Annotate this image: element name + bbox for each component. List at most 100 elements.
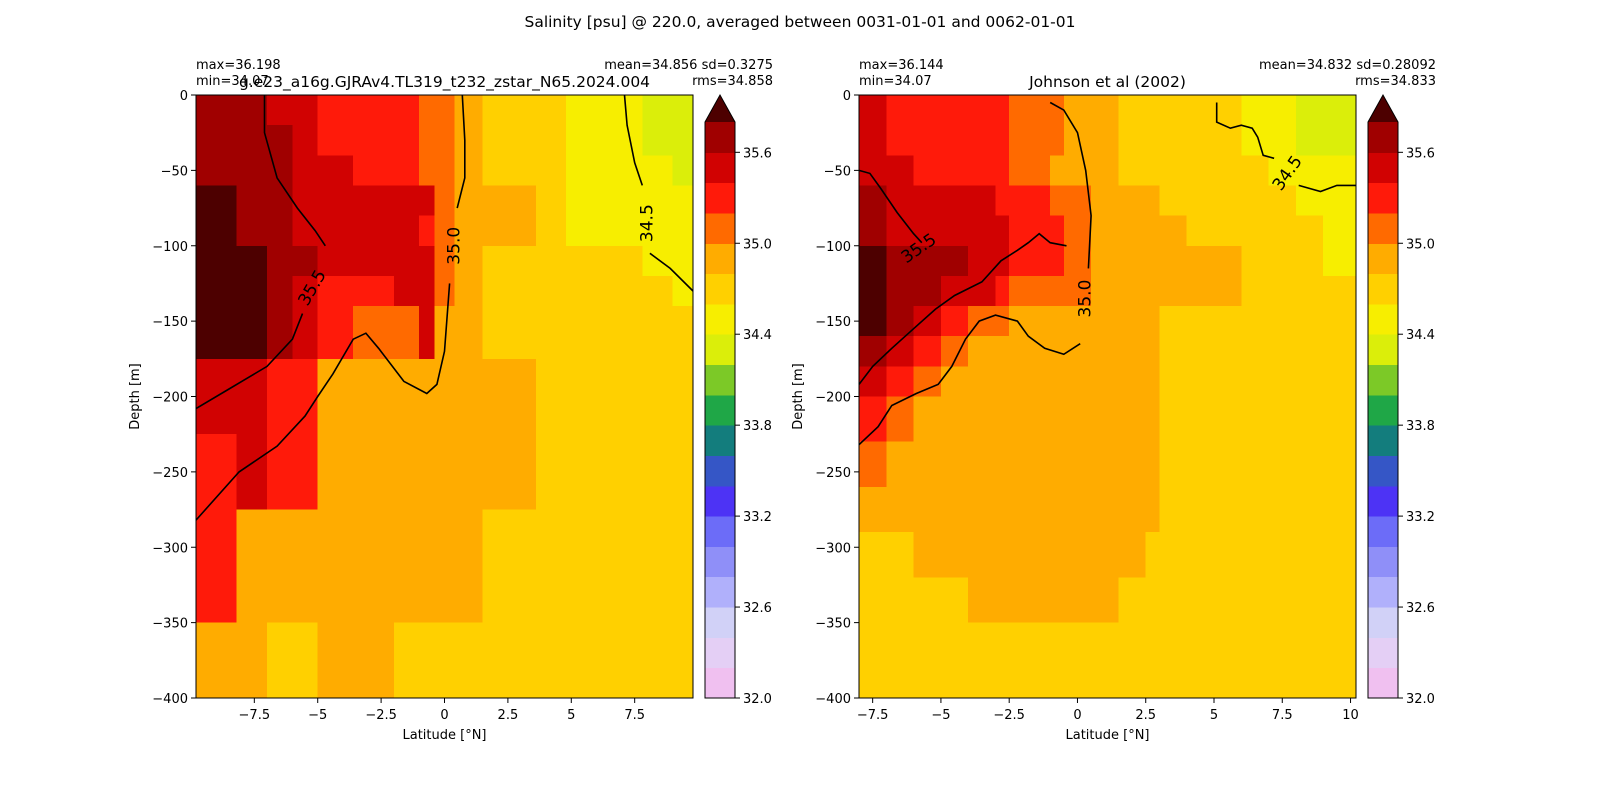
heatmap-cell <box>1295 486 1324 533</box>
heatmap-cell <box>913 306 942 337</box>
heatmap-cell <box>1295 306 1324 337</box>
heatmap-cell <box>968 366 997 398</box>
stat-min: min=34.07 <box>196 74 269 89</box>
heatmap-cell <box>642 95 674 126</box>
x-tick-label: 5 <box>567 708 575 723</box>
heatmap-cell <box>267 358 293 435</box>
heatmap-cell <box>913 532 942 578</box>
heatmap-cell <box>434 185 456 217</box>
heatmap-cell <box>995 245 1010 277</box>
heatmap-cell <box>317 215 354 247</box>
heatmap-cell <box>482 622 537 699</box>
heatmap-cell <box>1091 275 1120 307</box>
heatmap-cell <box>292 185 319 217</box>
heatmap-cell <box>1186 155 1215 187</box>
heatmap-cell <box>1214 532 1242 578</box>
heatmap-cell <box>1214 622 1242 699</box>
heatmap-cell <box>859 622 887 699</box>
heatmap-cell <box>940 185 969 217</box>
heatmap-cell <box>995 95 1010 126</box>
colorbar-segment <box>1368 243 1398 275</box>
heatmap-cell <box>196 185 238 217</box>
stat-mean-sd: mean=34.856 sd=0.3275 <box>604 58 773 73</box>
stat-rms: rms=34.833 <box>1355 74 1436 89</box>
heatmap-cell <box>1323 215 1357 247</box>
colorbar-tick-label: 33.2 <box>743 510 772 525</box>
heatmap-cell <box>940 306 969 337</box>
y-axis-label: Depth [m] <box>791 363 806 430</box>
heatmap-cell <box>1295 275 1324 307</box>
heatmap-cell <box>353 509 395 624</box>
contour-line <box>1298 184 1356 193</box>
heatmap-cell <box>267 185 293 217</box>
heatmap-cell <box>1118 532 1147 578</box>
heatmap-cell <box>267 306 293 360</box>
heatmap-cell <box>566 275 643 307</box>
colorbar-tick-label: 35.6 <box>1406 146 1435 161</box>
heatmap-cell <box>1159 275 1188 307</box>
heatmap-cell <box>1050 441 1065 488</box>
heatmap-cell <box>1118 275 1147 307</box>
heatmap-cell <box>1186 185 1215 217</box>
heatmap-cell <box>1241 155 1270 187</box>
colorbar-tick-label: 32.0 <box>743 692 772 707</box>
heatmap-cell <box>940 95 969 126</box>
contour-line <box>858 232 1067 385</box>
heatmap-cell <box>913 336 942 367</box>
heatmap-cell <box>419 155 435 187</box>
y-tick-label: −400 <box>152 692 188 707</box>
heatmap-cell <box>968 441 997 488</box>
stat-min: min=34.07 <box>859 74 932 89</box>
heatmap-cell <box>419 95 435 126</box>
heatmap-cell <box>1323 336 1357 367</box>
panel-title: Johnson et al (2002) <box>1028 73 1186 91</box>
heatmap-cell <box>267 125 293 156</box>
heatmap-cell <box>968 125 997 156</box>
heatmap-cell <box>1063 622 1092 699</box>
heatmap-cell <box>1009 306 1051 337</box>
heatmap-cell <box>859 532 887 578</box>
heatmap-cell <box>535 358 567 435</box>
heatmap-cell <box>913 245 942 277</box>
heatmap-cell <box>292 215 319 247</box>
heatmap-cell <box>1323 486 1357 533</box>
heatmap-cell <box>1159 215 1188 247</box>
heatmap-cell <box>859 486 887 533</box>
heatmap-cell <box>859 125 887 156</box>
heatmap-cell <box>1323 396 1357 443</box>
heatmap-cell <box>267 95 293 126</box>
heatmap-cell <box>1214 577 1242 624</box>
heatmap-cell <box>482 125 537 156</box>
colorbar-segment <box>705 212 735 244</box>
heatmap-cell <box>886 275 915 307</box>
heatmap-cell <box>1214 306 1242 337</box>
heatmap-cell <box>566 358 643 435</box>
heatmap-cell <box>1241 125 1270 156</box>
colorbar-tick-label: 35.0 <box>1406 237 1435 252</box>
heatmap-cell <box>454 95 484 126</box>
heatmap-cell <box>1009 532 1051 578</box>
heatmap-cell <box>393 245 420 277</box>
heatmap-cell <box>236 215 268 247</box>
heatmap-cell <box>1050 396 1065 443</box>
heatmap-cell <box>267 275 293 307</box>
heatmap-cell <box>1241 622 1270 699</box>
heatmap-cell <box>317 185 354 217</box>
heatmap-cell <box>1118 486 1147 533</box>
contour-line <box>456 94 466 209</box>
heatmap-cell <box>353 434 395 511</box>
heatmap-cell <box>353 185 395 217</box>
colorbar-segment <box>1368 546 1398 578</box>
colorbar-segment <box>705 182 735 214</box>
heatmap-cell <box>886 95 915 126</box>
heatmap-cell <box>886 125 915 156</box>
heatmap-cell <box>317 245 354 277</box>
heatmap-cell <box>434 275 456 307</box>
heatmap-cell <box>1159 622 1188 699</box>
heatmap-cell <box>353 155 395 187</box>
heatmap-cell <box>940 486 969 533</box>
heatmap-cell <box>913 125 942 156</box>
heatmap-cell <box>1009 245 1051 277</box>
y-tick-label: 0 <box>843 89 851 104</box>
heatmap-cell <box>1159 245 1188 277</box>
